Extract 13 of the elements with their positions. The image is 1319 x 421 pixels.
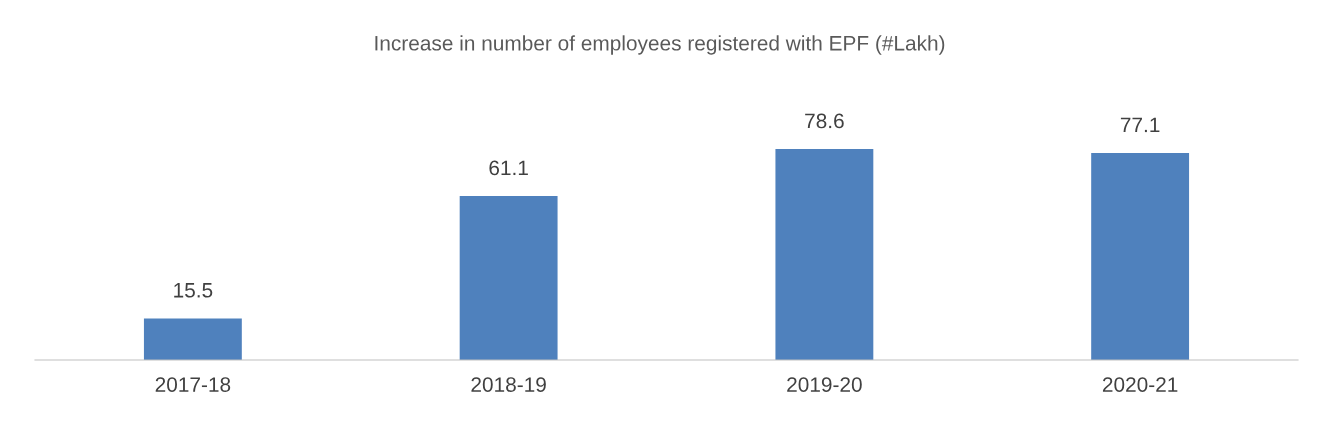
x-tick-label: 2020-21 [1102,377,1178,392]
x-tick-label: 2019-20 [787,377,862,392]
x-tick-label: 2018-19 [471,377,546,392]
bar [143,318,242,360]
data-label: 78.6 [805,113,844,129]
bar [1091,153,1190,360]
data-label: 61.1 [489,160,528,176]
bar [459,196,558,360]
data-label: 77.1 [1120,117,1160,133]
chart-title: Increase in number of employees registered with EPF (#Lakh) [375,35,945,55]
data-label: 15.5 [174,283,213,298]
bar [775,149,874,360]
x-tick-label: 2017-18 [155,377,231,392]
